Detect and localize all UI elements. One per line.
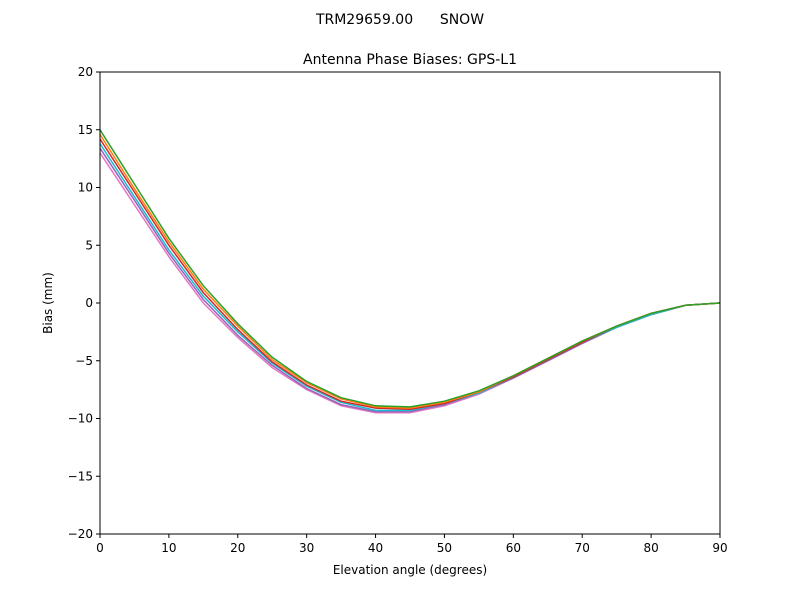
series-line-2: [99, 143, 721, 412]
x-tick-label: 60: [506, 541, 521, 555]
series-line-1: [99, 147, 721, 413]
y-axis: −20 −15 −10 −5 0 5 10 15 20: [68, 65, 100, 541]
y-tick-label: 20: [78, 65, 93, 79]
y-tick-label: 5: [85, 238, 93, 252]
series-line-5: [99, 129, 721, 408]
x-axis: 0 10 20 30 40 50 60 70 80 90: [96, 534, 728, 555]
y-tick-label: −5: [75, 354, 93, 368]
chart-suptitle: TRM29659.00 SNOW: [315, 12, 484, 28]
y-tick-label: 0: [85, 296, 93, 310]
x-tick-label: 70: [575, 541, 590, 555]
x-tick-label: 80: [643, 541, 658, 555]
plot-frame: [99, 71, 721, 535]
x-tick-label: 20: [230, 541, 245, 555]
chart-title: Antenna Phase Biases: GPS-L1: [303, 52, 517, 68]
x-axis-label: Elevation angle (degrees): [333, 563, 487, 577]
y-tick-label: 15: [78, 123, 93, 137]
x-tick-label: 50: [437, 541, 452, 555]
y-tick-label: −10: [68, 412, 93, 426]
x-tick-label: 30: [299, 541, 314, 555]
x-tick-label: 90: [712, 541, 727, 555]
x-tick-label: 40: [368, 541, 383, 555]
y-tick-label: −20: [68, 527, 93, 541]
x-tick-label: 10: [161, 541, 176, 555]
series-lines: [99, 129, 721, 414]
x-tick-label: 0: [96, 541, 104, 555]
y-tick-label: 10: [78, 181, 93, 195]
y-axis-label: Bias (mm): [41, 272, 55, 334]
y-tick-label: −15: [68, 469, 93, 483]
